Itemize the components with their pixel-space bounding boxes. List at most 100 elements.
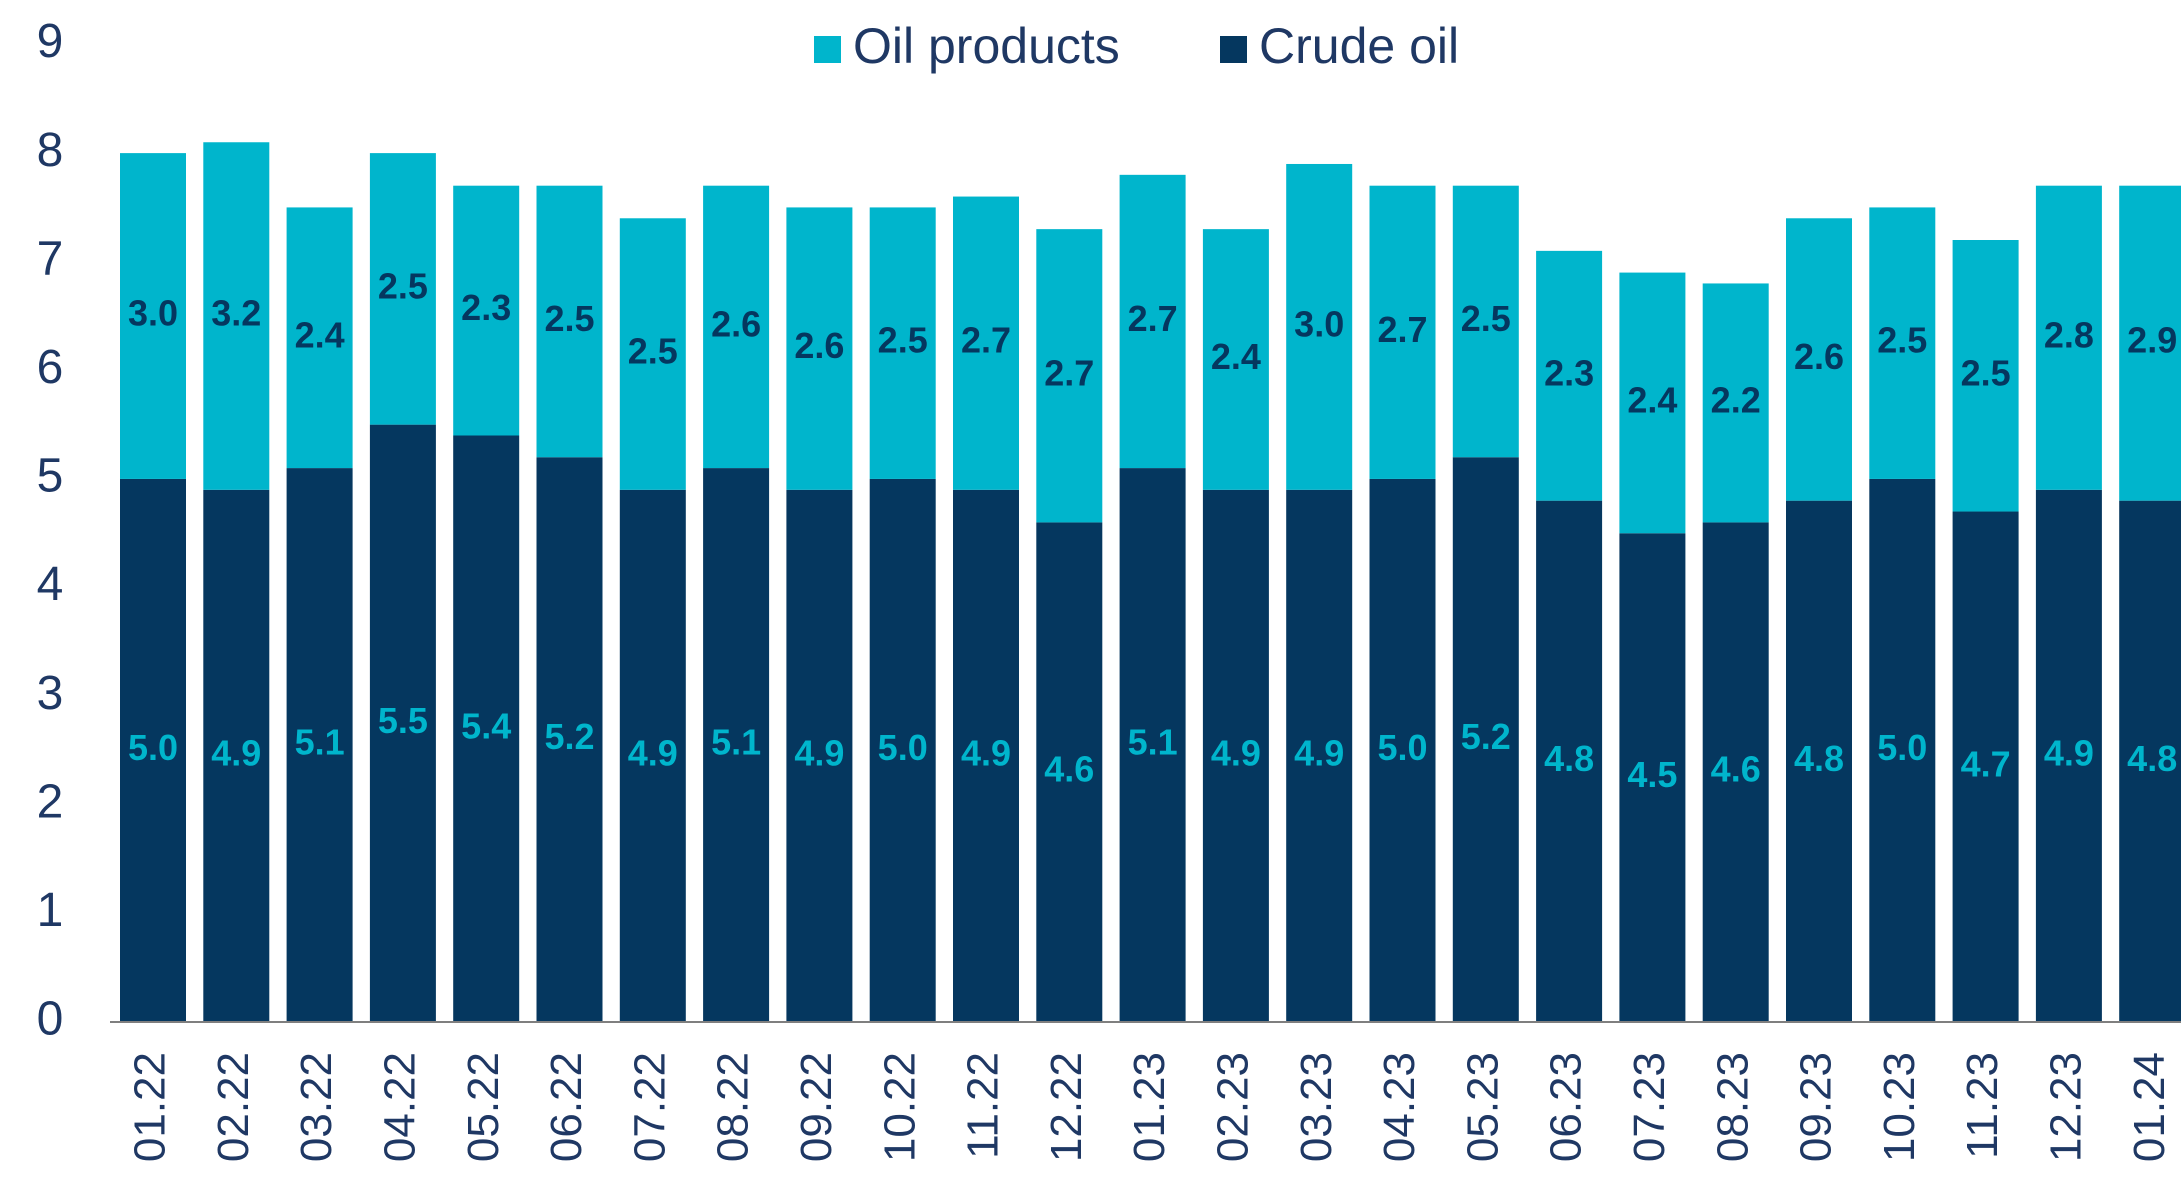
y-tick-label: 8 — [37, 124, 64, 177]
x-tick-label: 12.22 — [1042, 1052, 1091, 1162]
x-tick-label: 11.23 — [1958, 1052, 2007, 1159]
bar-segment — [786, 489, 853, 1022]
data-label: 2.5 — [1461, 298, 1511, 339]
bar-segment — [953, 489, 1019, 1022]
bar-segment — [619, 218, 686, 490]
data-label: 4.6 — [1044, 749, 1094, 790]
data-label: 4.6 — [1711, 749, 1761, 790]
bar-segment — [1619, 272, 1686, 534]
data-label: 5.0 — [128, 727, 178, 768]
y-tick-label: 6 — [37, 341, 64, 394]
bar-segment — [1202, 229, 1269, 490]
data-label: 2.6 — [794, 325, 844, 366]
bar-segment — [203, 489, 270, 1022]
data-label: 3.0 — [128, 293, 178, 334]
bar-segment — [1869, 207, 1936, 479]
x-tick-label: 02.22 — [209, 1052, 258, 1162]
bar-segment — [286, 207, 353, 469]
data-label: 2.3 — [1544, 352, 1594, 393]
bar-segment — [1869, 478, 1936, 1022]
x-tick-label: 08.23 — [1708, 1052, 1757, 1162]
bar-segment — [536, 185, 603, 458]
bar-segment — [1036, 229, 1103, 523]
bar-segment — [1286, 489, 1353, 1022]
bar-segment — [1119, 174, 1186, 469]
data-label: 4.9 — [211, 732, 261, 773]
data-label: 4.8 — [1544, 738, 1594, 779]
x-tick-label: 07.22 — [625, 1052, 674, 1162]
data-label: 4.9 — [628, 732, 678, 773]
x-tick-label: 03.22 — [292, 1052, 341, 1162]
bar-segment — [369, 153, 436, 425]
data-label: 5.5 — [378, 700, 428, 741]
x-tick-label: 10.23 — [1875, 1052, 1924, 1162]
bar-segment — [1536, 250, 1603, 501]
x-tick-label: 01.23 — [1125, 1052, 1174, 1162]
bar-segment — [2035, 489, 2102, 1022]
bar-segment — [1452, 185, 1519, 458]
data-label: 4.8 — [2127, 738, 2177, 779]
bar-segment — [703, 468, 770, 1022]
y-tick-label: 3 — [37, 667, 64, 720]
data-label: 5.2 — [1461, 716, 1511, 757]
x-tick-label: 11.22 — [959, 1052, 1008, 1159]
data-label: 2.5 — [1877, 320, 1927, 361]
bar-segment — [536, 457, 603, 1022]
bar-segment — [1702, 522, 1769, 1022]
x-tick-label: 12.23 — [2042, 1052, 2091, 1162]
data-label: 5.4 — [461, 705, 511, 746]
y-tick-label: 1 — [37, 884, 64, 937]
data-label: 4.8 — [1794, 738, 1844, 779]
data-label: 2.5 — [1961, 352, 2011, 393]
bar-segment — [453, 185, 520, 436]
data-label: 2.6 — [711, 303, 761, 344]
bar-segment — [953, 196, 1019, 490]
x-tick-label: 04.23 — [1375, 1052, 1424, 1162]
legend-label: Oil products — [853, 18, 1120, 74]
bar-segment — [1119, 468, 1186, 1022]
y-tick-label: 7 — [37, 232, 64, 285]
bar-segment — [2119, 500, 2181, 1023]
x-tick-label: 09.22 — [792, 1052, 841, 1162]
bar-segment — [369, 424, 436, 1022]
bar-segment — [1619, 533, 1686, 1022]
y-tick-label: 2 — [37, 775, 64, 828]
data-label: 2.5 — [628, 331, 678, 372]
data-label: 4.9 — [1211, 732, 1261, 773]
bar-segment — [1702, 283, 1769, 523]
x-tick-label: 02.23 — [1209, 1052, 1258, 1162]
bar-segment — [203, 142, 270, 490]
data-label: 5.1 — [295, 722, 345, 763]
bar-segment — [1452, 457, 1519, 1022]
legend-label: Crude oil — [1259, 18, 1459, 74]
y-tick-label: 9 — [37, 15, 64, 68]
data-label: 5.2 — [544, 716, 594, 757]
data-label: 4.9 — [2044, 732, 2094, 773]
bar-segment — [120, 153, 186, 479]
bar-segment — [1369, 185, 1436, 479]
data-label: 2.7 — [1044, 352, 1094, 393]
bar-segment — [1036, 522, 1103, 1022]
bar-segment — [619, 489, 686, 1022]
bar-segment — [1286, 163, 1353, 490]
x-tick-label: 01.24 — [2125, 1052, 2174, 1162]
data-label: 5.0 — [1377, 727, 1427, 768]
bar-segment — [1536, 500, 1603, 1023]
x-tick-label: 09.23 — [1792, 1052, 1841, 1162]
bar-segment — [1786, 218, 1852, 501]
data-label: 2.5 — [878, 320, 928, 361]
data-label: 3.0 — [1294, 303, 1344, 344]
data-label: 5.0 — [878, 727, 928, 768]
bar-segment — [869, 207, 936, 479]
data-label: 2.8 — [2044, 314, 2094, 355]
bar-segment — [2035, 185, 2102, 490]
data-label: 2.7 — [1128, 298, 1178, 339]
bar-segment — [1369, 478, 1436, 1022]
x-tick-label: 01.22 — [126, 1052, 175, 1162]
x-tick-label: 06.23 — [1542, 1052, 1591, 1162]
bar-segment — [1202, 489, 1269, 1022]
x-tick-label: 10.22 — [875, 1052, 924, 1162]
y-tick-label: 5 — [37, 450, 64, 503]
data-label: 4.9 — [961, 732, 1011, 773]
data-label: 2.4 — [295, 314, 345, 355]
